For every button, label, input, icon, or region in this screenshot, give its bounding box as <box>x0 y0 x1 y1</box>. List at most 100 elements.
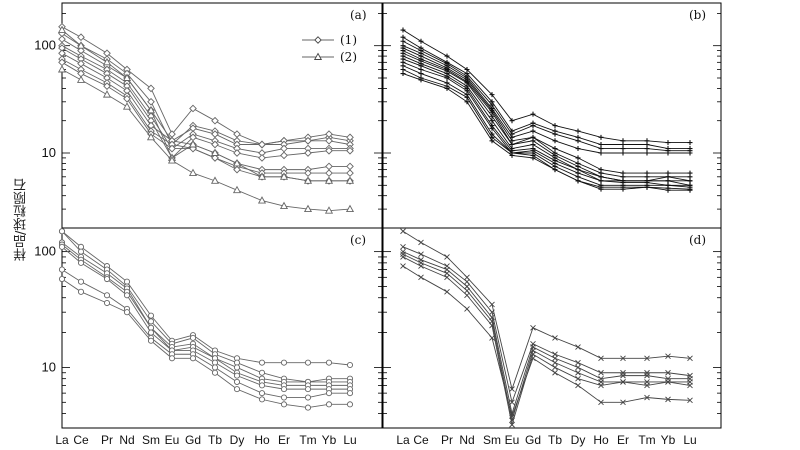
x-tick-label: Ho <box>593 433 609 447</box>
data-point <box>58 266 66 273</box>
data-point <box>280 401 288 408</box>
series-line <box>402 246 691 404</box>
data-point <box>400 244 406 250</box>
y-tick-label: 10 <box>42 359 56 374</box>
data-point <box>665 178 671 184</box>
data-point <box>444 274 450 281</box>
data-point <box>189 104 197 113</box>
data-point <box>598 186 604 192</box>
data-point <box>665 379 671 385</box>
data-point <box>464 283 470 290</box>
series-line <box>402 265 691 418</box>
data-point <box>687 397 693 404</box>
data-point <box>147 97 155 106</box>
data-point <box>303 176 313 184</box>
data-point <box>644 150 650 156</box>
data-point <box>76 75 86 83</box>
data-point <box>489 113 495 119</box>
data-point <box>552 146 558 152</box>
data-point <box>324 176 334 184</box>
data-point <box>325 136 333 145</box>
data-point <box>210 176 220 184</box>
x-tick-label: Ce <box>73 433 89 447</box>
series-line <box>402 256 691 425</box>
data-point <box>58 243 66 250</box>
data-point <box>418 239 424 246</box>
data-point <box>400 27 406 33</box>
data-point <box>644 372 650 379</box>
panel-label: (a) <box>350 8 367 22</box>
data-point <box>258 390 266 397</box>
data-point <box>211 140 219 149</box>
x-tick-label: Dy <box>571 433 586 447</box>
data-point <box>575 382 581 389</box>
data-point <box>598 150 604 156</box>
x-tick-label: Nd <box>459 433 474 447</box>
data-point <box>644 394 650 401</box>
data-point <box>167 156 177 164</box>
data-point <box>464 306 470 312</box>
series-line <box>61 246 350 390</box>
series-line <box>402 29 690 144</box>
series-line <box>402 55 690 182</box>
data-point <box>444 254 450 260</box>
plot-frame <box>61 227 383 429</box>
data-point <box>258 154 266 162</box>
x-tick-label: Tm <box>638 433 655 447</box>
data-point <box>325 401 333 408</box>
data-point <box>687 140 693 146</box>
series-line <box>402 47 690 174</box>
data-point <box>304 149 312 157</box>
x-tick-label: Gd <box>185 433 201 447</box>
data-point <box>146 132 156 141</box>
series-line <box>61 33 351 146</box>
data-point <box>418 77 424 83</box>
x-tick-label: Er <box>278 433 290 447</box>
series-line <box>61 61 350 182</box>
data-point <box>280 386 288 393</box>
x-tick-label: Lu <box>683 433 696 447</box>
data-point <box>168 144 176 153</box>
series-line <box>402 230 691 391</box>
series-line <box>61 242 350 383</box>
data-point <box>489 335 495 341</box>
data-point <box>233 372 241 379</box>
data-point <box>346 390 354 397</box>
data-point <box>509 118 515 124</box>
data-point <box>620 372 626 379</box>
data-point <box>620 146 626 152</box>
data-point <box>444 75 450 81</box>
legend-label: (1) <box>340 33 357 47</box>
panel-label: (c) <box>350 233 366 247</box>
data-point <box>575 375 581 382</box>
x-tick-label: Ce <box>413 433 429 447</box>
data-point <box>258 140 266 149</box>
data-point <box>122 73 132 81</box>
series-line <box>61 45 350 154</box>
data-point <box>575 364 581 371</box>
data-point <box>147 312 155 319</box>
data-point <box>304 136 312 145</box>
data-point <box>530 351 536 358</box>
data-point <box>400 263 406 269</box>
data-point <box>233 386 241 393</box>
data-point <box>258 369 266 376</box>
data-point <box>279 201 289 210</box>
panel-c: 100 10 (c) La Ce Pr Nd Sm Eu Gd Tb Dy Ho Er Tm Yb Lu <box>34 227 383 447</box>
data-point <box>58 275 66 283</box>
legend-triangle-icon <box>313 52 323 60</box>
x-tick-label: Yb <box>322 433 337 447</box>
x-tick-label: La <box>396 433 410 447</box>
data-point <box>598 369 604 376</box>
data-point <box>57 25 67 33</box>
data-point <box>687 187 693 193</box>
data-point <box>687 178 693 184</box>
data-point <box>418 251 424 258</box>
x-tick-label: Pr <box>101 433 113 447</box>
x-tick-label: Tb <box>208 433 222 447</box>
data-point <box>464 287 470 294</box>
data-point <box>280 151 288 160</box>
data-point <box>146 105 156 114</box>
data-point <box>325 359 333 366</box>
data-point <box>575 155 581 161</box>
